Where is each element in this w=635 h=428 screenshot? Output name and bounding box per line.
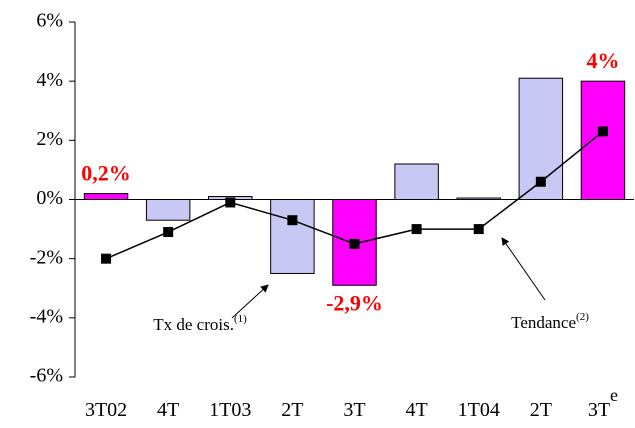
x-tick-label-text: 3T02 bbox=[85, 399, 127, 421]
x-tick-label-text: 1T03 bbox=[209, 399, 251, 421]
data-label: -2,9% bbox=[326, 290, 383, 315]
trend-marker bbox=[597, 126, 608, 137]
x-tick-label: 4T bbox=[157, 399, 179, 421]
x-tick-label: 1T04 bbox=[458, 399, 500, 421]
x-tick-label-text: 3T bbox=[588, 399, 610, 421]
y-tick-label: 6% bbox=[36, 10, 63, 32]
x-tick-label: 2T bbox=[281, 399, 303, 421]
y-tick-label: -2% bbox=[30, 246, 63, 268]
x-tick-label-text: 2T bbox=[281, 399, 303, 421]
y-tick-label: 0% bbox=[36, 187, 63, 209]
x-tick-label: 2T bbox=[530, 399, 552, 421]
annotation: Tx de crois.(1) bbox=[153, 313, 247, 334]
trend-marker bbox=[473, 224, 484, 235]
data-label: 0,2% bbox=[81, 161, 131, 186]
x-tick-label-text: 2T bbox=[530, 399, 552, 421]
x-tick-label: 1T03 bbox=[209, 399, 251, 421]
x-tick-label: 3T02 bbox=[85, 399, 127, 421]
x-tick-label: 4T bbox=[406, 399, 428, 421]
x-tick-label-text: 3T bbox=[343, 399, 365, 421]
bar bbox=[580, 80, 626, 200]
bar bbox=[394, 163, 439, 200]
bar bbox=[145, 199, 191, 221]
trend-marker bbox=[225, 197, 236, 208]
x-tick-label-superscript: e bbox=[610, 385, 618, 405]
annotation-arrow bbox=[501, 237, 546, 301]
y-tick-label: -6% bbox=[30, 365, 63, 387]
trend-marker bbox=[349, 238, 360, 249]
trend-marker bbox=[411, 224, 422, 235]
x-tick-label: 3T bbox=[343, 399, 365, 421]
y-tick-label: 4% bbox=[36, 69, 63, 91]
x-tick-label-text: 1T04 bbox=[458, 399, 500, 421]
data-label: 4% bbox=[586, 48, 619, 73]
annotation-arrow bbox=[231, 284, 269, 319]
x-tick-label-text: 4T bbox=[157, 399, 179, 421]
bar bbox=[83, 193, 129, 200]
trend-marker bbox=[163, 227, 174, 238]
trend-marker bbox=[287, 215, 298, 226]
bar bbox=[270, 199, 315, 274]
y-tick-label: 2% bbox=[36, 128, 63, 150]
annotation: Tendance(2) bbox=[511, 311, 589, 332]
trend-marker bbox=[101, 253, 112, 264]
y-tick-label: -4% bbox=[30, 305, 63, 327]
trend-marker bbox=[535, 176, 546, 187]
x-tick-label: 3Te bbox=[588, 385, 618, 420]
x-tick-label-text: 4T bbox=[406, 399, 428, 421]
